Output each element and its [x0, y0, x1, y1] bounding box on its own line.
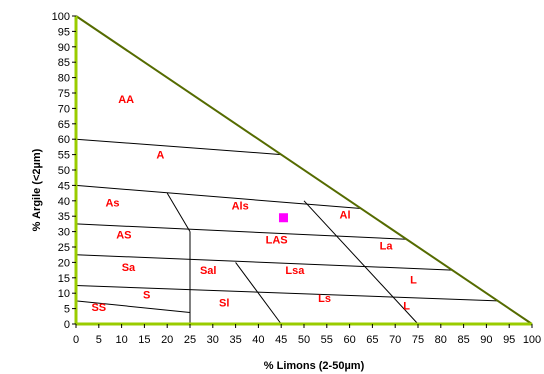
y-tick-label: 20: [58, 257, 70, 269]
zone-label: LAS: [266, 234, 288, 246]
zone-label: A: [156, 150, 164, 162]
zone-boundary-line: [75, 184, 362, 209]
y-tick-label: 70: [58, 103, 70, 115]
y-tick-label: 25: [58, 242, 70, 254]
zone-boundary-line: [75, 138, 282, 156]
x-tick-label: 85: [457, 334, 469, 346]
zone-label: Ls: [318, 293, 331, 305]
zone-boundary-line: [75, 300, 191, 313]
y-axis-ticks: 0 5 10 15 20 25 30 35 40 45 50 55 60 65 70 75 80 85 90 95 10…: [52, 11, 76, 331]
x-tick-label: 0: [73, 334, 79, 346]
zone-boundary-line: [75, 285, 498, 302]
y-tick-label: 15: [58, 273, 70, 285]
y-tick-label: 50: [58, 165, 70, 177]
y-tick-label: 75: [58, 88, 70, 100]
zone-label: AA: [118, 94, 134, 106]
y-tick-label: 85: [58, 57, 70, 69]
x-axis-ticks: 0 5 10 15 20 25 30 35 40 45 50 55 60 65 70 75 80 85 90 95 10…: [73, 324, 541, 346]
zone-label: As: [105, 197, 119, 209]
y-tick-label: 45: [58, 180, 70, 192]
x-tick-label: 75: [412, 334, 424, 346]
x-tick-label: 15: [138, 334, 150, 346]
zone-label: Sa: [122, 262, 136, 274]
texture-triangle: [75, 15, 533, 325]
zone-boundary-line: [235, 262, 282, 325]
y-tick-label: 90: [58, 42, 70, 54]
x-tick-label: 80: [435, 334, 447, 346]
x-tick-label: 90: [480, 334, 492, 346]
y-tick-label: 10: [58, 288, 70, 300]
y-tick-label: 55: [58, 150, 70, 162]
data-points: [278, 213, 288, 223]
y-tick-label: 0: [64, 319, 70, 331]
zone-label: S: [143, 290, 150, 302]
x-tick-label: 35: [229, 334, 241, 346]
zone-boundary-line: [166, 192, 191, 232]
y-tick-label: 5: [64, 304, 70, 316]
y-tick-label: 100: [52, 11, 70, 23]
y-tick-label: 60: [58, 134, 70, 146]
zone-boundaries: [75, 138, 498, 325]
zone-label: SS: [91, 302, 106, 314]
x-tick-label: 30: [207, 334, 219, 346]
y-tick-label: 35: [58, 211, 70, 223]
y-tick-label: 40: [58, 196, 70, 208]
data-point: [278, 213, 288, 223]
x-tick-label: 60: [343, 334, 355, 346]
x-tick-label: 10: [115, 334, 127, 346]
zone-label: Al: [340, 210, 351, 222]
x-tick-label: 5: [96, 334, 102, 346]
triangle-hypotenuse: [75, 15, 533, 325]
x-tick-label: 40: [252, 334, 264, 346]
x-tick-label: 25: [184, 334, 196, 346]
zone-label: La: [380, 240, 394, 252]
x-tick-label: 50: [298, 334, 310, 346]
x-tick-label: 45: [275, 334, 287, 346]
x-tick-label: 65: [366, 334, 378, 346]
zone-label: Lsa: [285, 265, 305, 277]
zone-boundary-line: [75, 254, 453, 271]
y-tick-label: 30: [58, 227, 70, 239]
x-tick-label: 95: [503, 334, 515, 346]
y-tick-label: 80: [58, 73, 70, 85]
y-tick-label: 65: [58, 119, 70, 131]
zone-label: L: [410, 274, 417, 286]
zone-boundary-line: [75, 223, 407, 240]
x-tick-label: 20: [161, 334, 173, 346]
x-tick-label: 70: [389, 334, 401, 346]
zone-boundary-line: [303, 200, 419, 325]
zone-label: L: [403, 301, 410, 313]
x-tick-label: 100: [523, 334, 541, 346]
zone-label: AS: [116, 230, 131, 242]
y-tick-label: 95: [58, 26, 70, 38]
zone-label: Sl: [219, 297, 229, 309]
zone-label: Sal: [200, 265, 217, 277]
y-axis-title: % Argile (<2µm): [31, 148, 43, 231]
x-axis-title: % Limons (2-50µm): [264, 360, 365, 372]
zone-label: Als: [232, 200, 249, 212]
x-tick-label: 55: [321, 334, 333, 346]
